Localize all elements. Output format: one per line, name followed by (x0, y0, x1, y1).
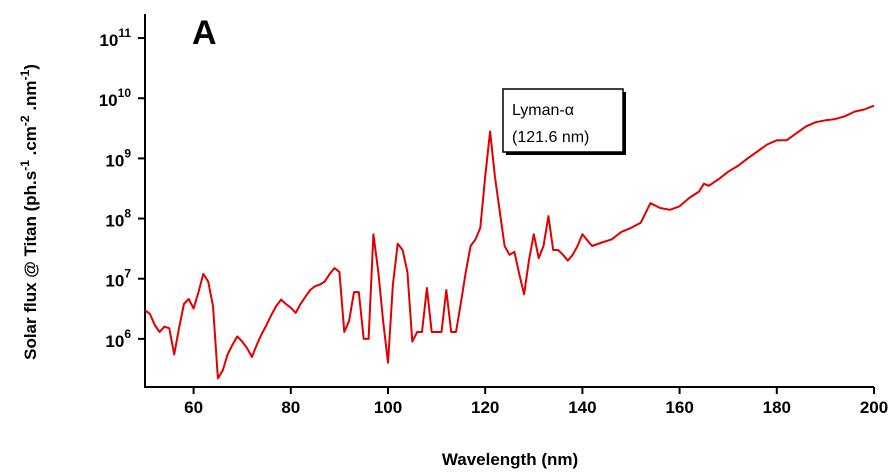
x-axis-title: Wavelength (nm) (442, 450, 578, 469)
y-tick-label: 1010 (99, 86, 132, 110)
x-tick-label: 120 (471, 398, 499, 417)
x-tick-label: 200 (860, 398, 888, 417)
y-axis-title: Solar flux @ Titan (ph.s-1 .cm-2 .nm-1) (18, 64, 40, 360)
panel-label: A (192, 14, 217, 52)
y-tick-label: 108 (105, 207, 131, 231)
x-tick-label: 160 (665, 398, 693, 417)
annotation-line-2: (121.6 nm) (512, 129, 589, 146)
y-axis-ticks: 106 107 108 109 1010 1011 (99, 26, 145, 351)
annotation-lyman-alpha: Lyman-α (121.6 nm) (502, 88, 626, 155)
series-line-solar-flux (144, 104, 875, 380)
x-tick-label: 180 (763, 398, 791, 417)
y-tick-label: 109 (105, 146, 131, 170)
x-tick-label: 80 (281, 398, 300, 417)
annotation-box (502, 88, 624, 153)
annotation-line-1: Lyman-α (512, 102, 574, 119)
x-axis-ticks: 60 80 100 120 140 160 180 200 (184, 387, 888, 417)
y-tick-label: 107 (105, 267, 131, 291)
axis-frame (144, 14, 874, 388)
x-tick-label: 100 (374, 398, 402, 417)
plot-area: 60 80 100 120 140 160 180 200 10610710810910101… (99, 14, 888, 417)
y-tick-label: 106 (105, 327, 131, 351)
y-tick-label: 1011 (99, 26, 131, 50)
x-tick-label: 60 (184, 398, 203, 417)
x-tick-label: 140 (568, 398, 596, 417)
